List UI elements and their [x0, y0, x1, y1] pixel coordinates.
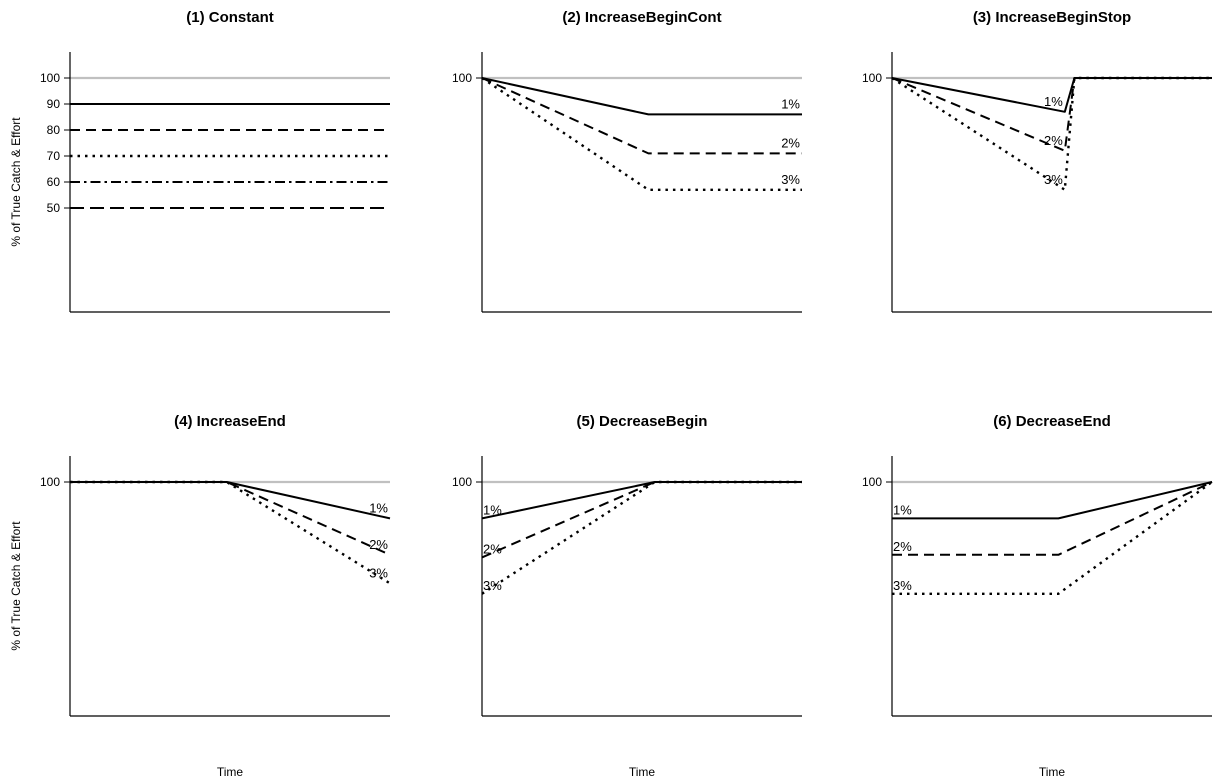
y-tick-label: 50 — [47, 201, 61, 215]
series-line-2% — [481, 77, 802, 155]
series-line-1% — [481, 77, 802, 116]
series-label: 3% — [483, 578, 502, 593]
panel-title: (6) DecreaseEnd — [993, 413, 1111, 430]
series-line-1% — [481, 481, 802, 520]
series-line-3% — [70, 480, 391, 585]
series-label: 1% — [1044, 94, 1063, 109]
panel-title: (2) IncreaseBeginCont — [562, 9, 721, 26]
series-line-3% — [481, 77, 802, 192]
series-line-3% — [892, 481, 1213, 595]
series-label: 2% — [483, 541, 502, 556]
series-label: 1% — [369, 500, 388, 515]
y-tick-label: 100 — [862, 71, 882, 85]
series-label: 3% — [369, 565, 388, 580]
x-axis-label: Time — [629, 765, 656, 779]
series-line-2% — [891, 77, 1212, 152]
panel-5: (5) DecreaseBegin 100 Time 1% 2% 3% — [452, 413, 802, 779]
x-axis-label: Time — [1039, 765, 1066, 779]
panel-6: (6) DecreaseEnd 100 Time 1% 2% 3% — [862, 413, 1213, 779]
series-line-3% — [481, 480, 802, 595]
panel-title: (5) DecreaseBegin — [577, 413, 708, 430]
series-label: 2% — [1044, 133, 1063, 148]
series-label: 2% — [369, 537, 388, 552]
series-label: 1% — [781, 96, 800, 111]
series-line-1% — [892, 481, 1213, 520]
x-axis-label: Time — [217, 765, 244, 779]
y-axis-label: % of True Catch & Effort — [9, 521, 23, 651]
panel-title: (3) IncreaseBeginStop — [973, 9, 1131, 26]
y-tick-label: 60 — [47, 175, 61, 189]
y-axis-label: % of True Catch & Effort — [9, 117, 23, 247]
y-tick-label: 100 — [862, 475, 882, 489]
y-tick-label: 70 — [47, 149, 61, 163]
series-label: 1% — [483, 502, 502, 517]
series-line-2% — [481, 481, 802, 559]
series-line-2% — [892, 481, 1213, 556]
series-line-2% — [70, 481, 391, 556]
y-tick-label: 100 — [40, 475, 60, 489]
series-label: 2% — [893, 539, 912, 554]
panel-3: (3) IncreaseBeginStop 100 1% 2% 3% — [862, 9, 1212, 313]
series-line-1% — [70, 481, 391, 520]
panel-2: (2) IncreaseBeginCont 100 1% 2% 3% — [452, 9, 802, 313]
y-tick-label: 90 — [47, 97, 61, 111]
y-tick-label: 100 — [452, 71, 472, 85]
series-label: 3% — [893, 578, 912, 593]
series-label: 1% — [893, 502, 912, 517]
y-tick-label: 80 — [47, 123, 61, 137]
y-tick-label: 100 — [40, 71, 60, 85]
panel-title: (1) Constant — [186, 9, 274, 26]
panel-4: (4) IncreaseEnd 100 % of True Catch & Effo… — [9, 413, 391, 779]
series-label: 2% — [781, 135, 800, 150]
panel-title: (4) IncreaseEnd — [174, 413, 286, 430]
series-label: 3% — [1044, 172, 1063, 187]
y-tick-label: 100 — [452, 475, 472, 489]
panel-1: (1) Constant 100 90 80 70 60 50 % of True Catch… — [9, 9, 390, 313]
series-label: 3% — [781, 172, 800, 187]
